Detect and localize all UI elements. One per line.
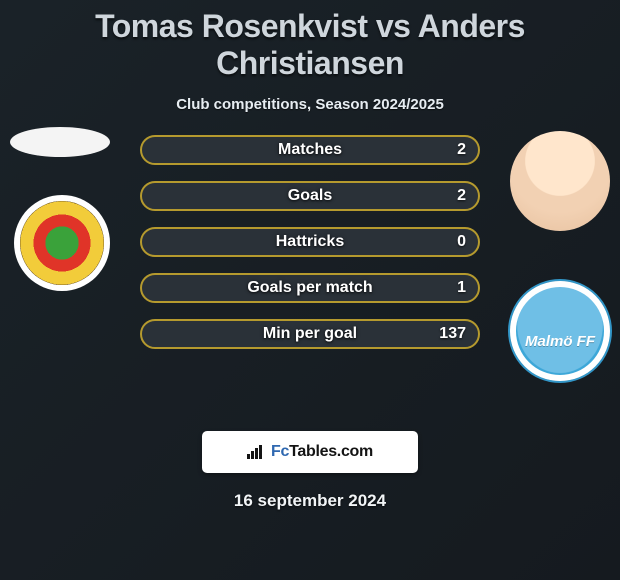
stat-label: Goals per match — [142, 275, 478, 301]
brand-text: FcTables.com — [271, 443, 373, 461]
player-left-avatar — [10, 127, 110, 157]
club-left-badge — [20, 201, 104, 285]
stat-bar: Matches2 — [140, 135, 480, 165]
stat-label: Matches — [142, 137, 478, 163]
comparison-bars: Matches2Goals2Hattricks0Goals per match1… — [140, 135, 480, 365]
subtitle: Club competitions, Season 2024/2025 — [0, 96, 620, 113]
stat-label: Min per goal — [142, 321, 478, 347]
stat-right-value: 2 — [457, 183, 466, 209]
page-title: Tomas Rosenkvist vs Anders Christiansen — [0, 0, 620, 82]
stat-bar: Hattricks0 — [140, 227, 480, 257]
stat-label: Goals — [142, 183, 478, 209]
stat-bar: Goals per match1 — [140, 273, 480, 303]
stat-right-value: 1 — [457, 275, 466, 301]
stat-right-value: 0 — [457, 229, 466, 255]
club-right-badge-text: Malmö FF — [525, 333, 595, 350]
stat-label: Hattricks — [142, 229, 478, 255]
stat-right-value: 137 — [439, 321, 466, 347]
date-text: 16 september 2024 — [0, 491, 620, 511]
brand-pill: FcTables.com — [202, 431, 418, 473]
player-right-avatar — [510, 131, 610, 231]
stat-bar: Min per goal137 — [140, 319, 480, 349]
club-right-badge: Malmö FF — [510, 281, 610, 381]
bars-icon — [247, 445, 265, 459]
stat-bar: Goals2 — [140, 181, 480, 211]
comparison-stage: Malmö FF Matches2Goals2Hattricks0Goals p… — [0, 133, 620, 393]
infographic: Tomas Rosenkvist vs Anders Christiansen … — [0, 0, 620, 580]
stat-right-value: 2 — [457, 137, 466, 163]
